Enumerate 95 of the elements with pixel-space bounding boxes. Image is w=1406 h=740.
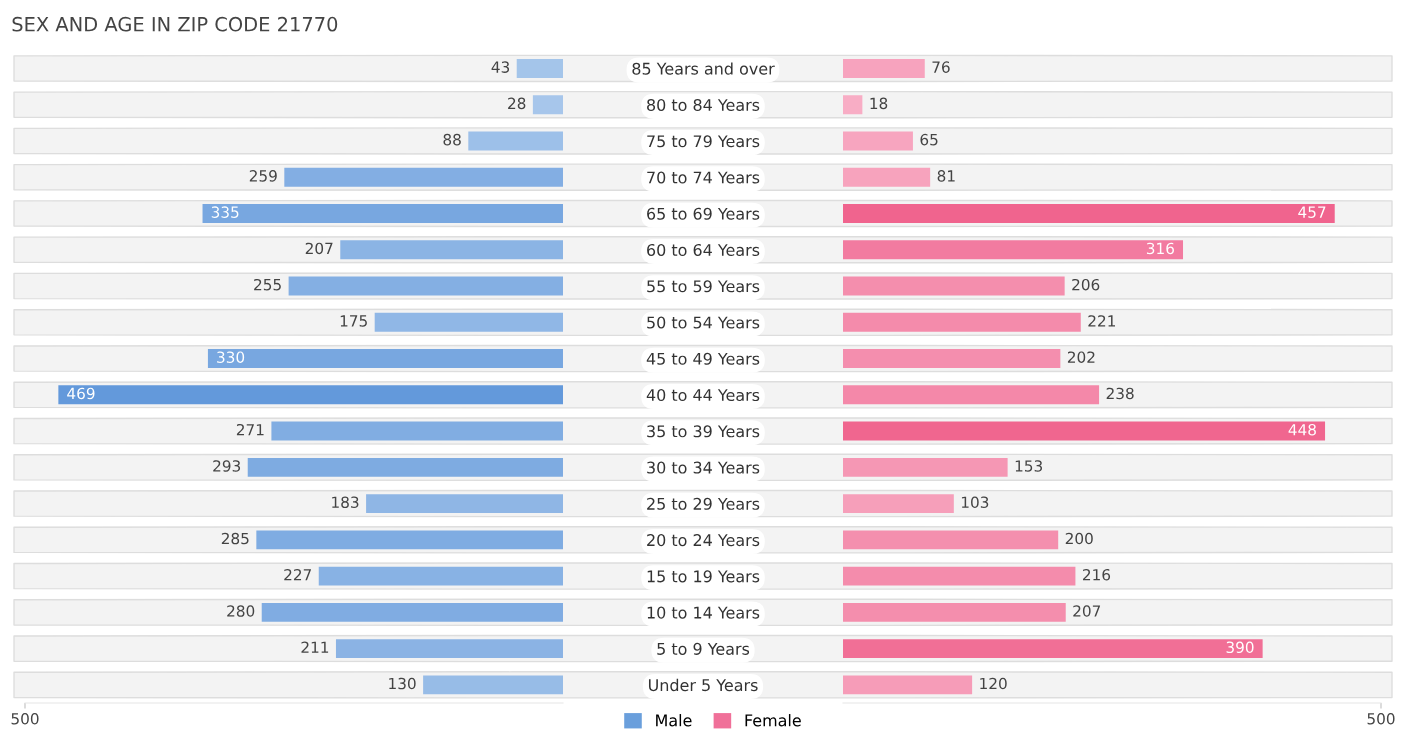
y-tick-label: 85 Years and over [632,62,775,75]
data-label: 330 [217,351,245,363]
bar [843,675,973,695]
bar [261,602,563,622]
y-tick-label: 45 to 49 Years [646,352,760,365]
data-label: 81 [937,170,955,182]
bar [843,312,1081,332]
y-tick-label: 5 to 9 Years [657,642,750,655]
y-tick-label: 80 to 84 Years [647,98,760,112]
data-label: 216 [1082,568,1111,581]
bar [843,494,954,513]
data-label: 76 [932,61,950,73]
bar [843,204,1335,223]
bar [843,566,1076,586]
data-label: 335 [211,206,239,218]
data-label: 120 [980,677,1007,690]
bar [532,95,563,115]
data-label: 18 [870,97,888,110]
bar [468,131,563,151]
bar [843,385,1100,405]
bar [843,59,925,78]
bar [843,240,1184,260]
bar [318,566,563,586]
data-label: 238 [1106,387,1134,400]
data-label: 202 [1067,351,1095,363]
x-tick-label: 500 [11,712,39,725]
data-label: 457 [1298,206,1326,218]
bar [516,59,563,78]
y-tick-label: 50 to 54 Years [647,316,760,329]
data-label: 316 [1146,242,1174,255]
bar [335,639,563,659]
chart-title: SEX AND AGE IN ZIP CODE 21770 [12,16,338,32]
bar [288,276,563,296]
bar [843,276,1065,296]
y-tick-label: 60 to 64 Years [647,243,760,257]
data-label: 207 [1073,605,1101,617]
data-label: 211 [301,641,329,653]
bar [843,131,913,151]
bar [340,240,563,260]
legend-label: Female [745,714,801,727]
bar [843,530,1059,550]
bar [284,167,563,187]
bar [207,349,563,368]
x-tick-label: 500 [1367,712,1395,725]
bar [843,421,1326,441]
data-label: 285 [221,532,249,545]
bar [58,385,563,405]
bar [271,421,563,441]
data-label: 390 [1226,641,1254,654]
data-label: 43 [491,61,510,73]
y-tick-label: 70 to 74 Years [647,171,760,184]
y-tick-label: Under 5 Years [648,678,758,692]
bar [374,312,563,332]
y-tick-label: 25 to 29 Years [647,497,760,510]
bar [843,457,1008,477]
data-label: 271 [236,423,264,436]
data-label: 255 [254,278,281,291]
y-tick-label: 20 to 24 Years [647,534,760,547]
y-tick-label: 40 to 44 Years [646,389,760,402]
data-label: 469 [67,387,95,400]
y-tick-label: 35 to 39 Years [647,425,760,438]
y-tick-label: 30 to 34 Years [647,461,760,474]
data-label: 206 [1072,278,1100,291]
bar [843,167,931,187]
data-label: 259 [249,170,277,182]
bar [256,530,563,550]
y-tick-label: 75 to 79 Years [647,135,760,148]
data-label: 207 [305,242,333,255]
y-tick-label: 55 to 59 Years [647,280,760,293]
bar [843,95,863,115]
data-label: 153 [1015,460,1043,472]
data-label: 28 [508,97,526,110]
data-label: 200 [1065,532,1093,545]
bar [423,675,563,695]
data-label: 280 [227,605,255,617]
y-tick-label: 15 to 19 Years [647,570,760,583]
bar [843,349,1061,368]
bar [247,457,563,477]
data-label: 130 [389,677,416,690]
data-label: 88 [443,133,461,146]
data-label: 221 [1088,315,1115,327]
bar [843,639,1263,659]
data-label: 448 [1288,423,1316,436]
data-label: 227 [284,568,311,581]
bar [202,204,563,223]
data-label: 65 [920,133,938,146]
data-label: 103 [961,496,989,508]
y-tick-label: 65 to 69 Years [647,207,760,220]
bar [366,494,563,513]
legend-label: Male [656,714,692,727]
data-label: 175 [340,315,367,327]
data-label: 183 [332,496,359,508]
y-tick-label: 10 to 14 Years [647,606,760,619]
bar [843,602,1066,622]
data-label: 293 [213,460,241,472]
